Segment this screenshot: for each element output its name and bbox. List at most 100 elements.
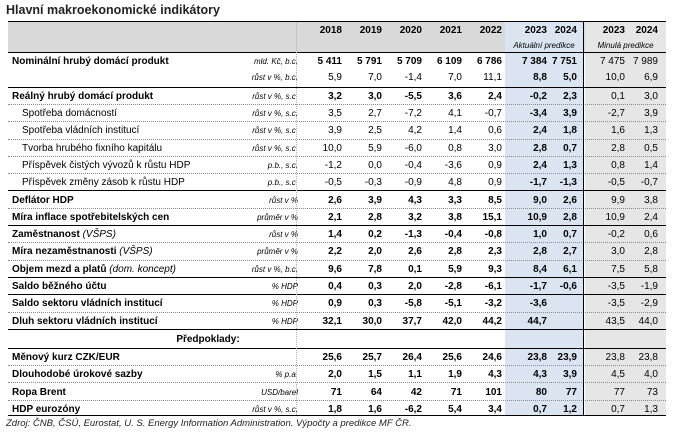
table-row: Objem mezd a platů (dom. koncept) růst v …	[8, 259, 666, 278]
table-row: Ropa Brent USD/barel 71 64 42 71 101 80 77 77 73	[8, 382, 666, 400]
indicator-name-text: Příspěvek čistých vývozů k růstu HDP	[22, 159, 191, 171]
indicator-name-text: Dluh sektoru vládních institucí	[12, 315, 158, 327]
value-cell: 10,9	[527, 211, 547, 223]
year-header: 2023	[524, 25, 547, 36]
table-row: Spotřeba domácností růst v %, s.c. 3,5 2,7 -…	[8, 103, 666, 122]
value-cell: 0,9	[328, 298, 342, 310]
value-cell: -0,9	[404, 177, 422, 189]
indicator-name: Ropa Brent	[12, 383, 66, 400]
value-cell: -5,5	[404, 90, 422, 102]
year-header: 2018	[319, 25, 342, 36]
previous-forecast-label: Minulá predikce	[597, 41, 654, 50]
value-cell: 5,8	[644, 263, 658, 275]
indicator-name: HDP eurozóny	[12, 401, 80, 418]
value-cell: 2,8	[611, 142, 625, 154]
value-cell: -2,8	[444, 281, 462, 293]
unit-label: růst v %, s.c.	[252, 126, 298, 136]
indicator-name-text: Zaměstnanost	[12, 229, 80, 241]
value-cell: -1,7	[529, 281, 547, 293]
unit-label: % p.a.	[275, 370, 298, 380]
value-cell: 0,5	[644, 142, 658, 154]
value-cell: -0,2	[607, 229, 625, 241]
table-row: Dluh sektoru vládních institucí % HDP 32,1…	[8, 311, 666, 330]
unit-label: průměr v %	[257, 247, 298, 257]
indicator-name-note: (VŠPS)	[116, 246, 153, 258]
value-cell: 2,7	[368, 108, 382, 120]
forecast-label-row: Aktuální predikce Minulá predikce	[8, 39, 666, 52]
value-cell: 1,4	[328, 229, 342, 241]
unit-label: růst v %	[269, 195, 298, 205]
value-cell: 23,9	[557, 351, 577, 363]
value-cell: 23,8	[527, 351, 547, 363]
value-cell: -3,5	[607, 281, 625, 293]
value-cell: 2,8	[533, 142, 547, 154]
value-cell: 3,8	[644, 194, 658, 206]
indicator-name: Měnový kurz CZK/EUR	[12, 349, 120, 366]
value-cell: 1,2	[563, 403, 577, 415]
table-row: růst v %, b.c. 5,9 7,0 -1,4 7,0 11,1 8,8 5,0 10,…	[8, 69, 666, 86]
value-cell: 1,5	[368, 369, 382, 381]
value-cell: 23,8	[638, 351, 658, 363]
value-cell: 44,7	[527, 315, 547, 327]
value-cell: 0,8	[448, 142, 462, 154]
value-cell: 101	[485, 386, 502, 398]
value-cell: 5,0	[563, 72, 577, 84]
value-cell: 25,6	[442, 351, 462, 363]
year-header: 2020	[399, 25, 422, 36]
value-cell: 10,0	[322, 142, 342, 154]
value-cell: 4,2	[408, 125, 422, 137]
value-cell: 4,5	[611, 369, 625, 381]
indicator-name-text: Deflátor HDP	[12, 194, 74, 206]
table-row: HDP eurozóny růst v %, s.c. 1,8 1,6 -6,2 5,4 3…	[8, 399, 666, 418]
value-cell: -0,4	[404, 159, 422, 171]
unit-label: růst v %, s.c.	[252, 404, 298, 414]
value-cell: 8,5	[488, 194, 502, 206]
value-cell: 3,2	[328, 90, 342, 102]
value-cell: 0,1	[408, 263, 422, 275]
value-cell: -3,6	[444, 159, 462, 171]
value-cell: 37,7	[402, 315, 422, 327]
preconditions-heading-row: Předpoklady:	[8, 328, 666, 349]
table-row: Saldo běžného účtu % HDP 0,4 0,3 2,0 -2,8 -6,1…	[8, 276, 666, 295]
value-cell: 2,8	[644, 246, 658, 258]
value-cell: -6,1	[484, 281, 502, 293]
unit-label: růst v %, s.c.	[252, 109, 298, 119]
value-cell: 24,6	[482, 351, 502, 363]
value-cell: 1,9	[448, 369, 462, 381]
year-header: 2021	[439, 25, 462, 36]
value-cell: 2,1	[328, 211, 342, 223]
value-cell: 2,3	[563, 90, 577, 102]
value-cell: 2,2	[328, 246, 342, 258]
value-cell: 6 109	[436, 56, 462, 68]
value-cell: 15,1	[482, 211, 502, 223]
indicator-name: Nominální hrubý domácí produkt	[12, 53, 169, 70]
indicator-table: 2018 2019 2020 2021 2022 2023 2024 2023 2024 Aktu…	[8, 21, 666, 416]
value-cell: 0,9	[488, 177, 502, 189]
value-cell: 71	[450, 386, 462, 398]
indicator-name-note: (dom. koncept)	[106, 263, 176, 275]
value-cell: -0,6	[559, 281, 577, 293]
current-forecast-label: Aktuální predikce	[513, 41, 575, 50]
indicator-name-text: Míra nezaměstnanosti	[12, 246, 117, 258]
value-cell: 0,2	[368, 229, 382, 241]
value-cell: 5,9	[328, 72, 342, 84]
indicator-name: Zaměstnanost (VŠPS)	[12, 226, 116, 243]
indicator-name: Objem mezd a platů (dom. koncept)	[12, 261, 176, 278]
indicator-name-text: Tvorba hrubého fixního kapitálu	[22, 142, 163, 154]
indicator-name-text: Ropa Brent	[12, 386, 66, 398]
value-cell: 0,7	[563, 142, 577, 154]
value-cell: 5 791	[356, 56, 382, 68]
value-cell: 1,3	[644, 403, 658, 415]
value-cell: 2,0	[328, 369, 342, 381]
indicator-name-text: Měnový kurz CZK/EUR	[12, 351, 120, 363]
table-row: Dlouhodobé úrokové sazby % p.a. 2,0 1,5 1,1 1…	[8, 365, 666, 383]
value-cell: 4,1	[448, 108, 462, 120]
table-row: Míra inflace spotřebitelských cen průměr …	[8, 207, 666, 226]
indicator-name: Příspěvek změny zásob k růstu HDP	[22, 174, 185, 191]
value-cell: -1,3	[404, 229, 422, 241]
value-cell: -1,3	[559, 177, 577, 189]
value-cell: 1,1	[408, 369, 422, 381]
value-cell: -5,1	[444, 298, 462, 310]
value-cell: -3,5	[607, 298, 625, 310]
value-cell: 80	[535, 386, 547, 398]
